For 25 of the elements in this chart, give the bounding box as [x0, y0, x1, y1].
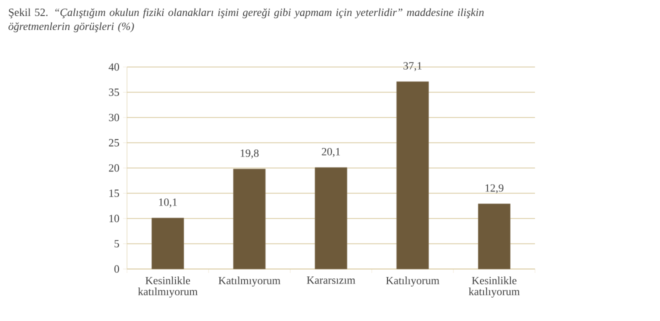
data-label: 20,1	[322, 148, 340, 157]
y-tick-label: 40	[108, 63, 120, 71]
bar	[396, 81, 429, 270]
data-label: 12,9	[486, 184, 504, 194]
y-tick-label: 30	[109, 114, 120, 122]
y-tick-label: 0	[114, 265, 120, 273]
bar	[478, 204, 510, 270]
bar	[152, 218, 184, 270]
bar	[314, 167, 348, 270]
x-tick-label: Kararsızım	[306, 276, 356, 284]
y-tick-label: 10	[109, 214, 120, 222]
y-tick-label: 15	[109, 190, 120, 197]
y-tick-label: 20	[108, 164, 120, 172]
y-tick-label: 5	[114, 240, 120, 248]
chart-title: Şekil 52. “Çalıştığım okulun fiziki olanakları işimi gereği gibi yapmam için yeterlidir” maddesine ilişkin öğretmenlerin görüşleri (%)	[8, 8, 484, 32]
y-tick-label: 25	[108, 139, 120, 146]
data-label: 10,1	[159, 198, 177, 208]
data-label: 37,1	[404, 62, 422, 72]
x-tick-label: Kesinlikle katılmıyorum	[138, 276, 198, 298]
y-tick-label: 35	[109, 88, 120, 96]
x-tick-label: Kesinlikle katılıyorum	[468, 276, 520, 298]
x-tick-label: Katılmıyorum	[218, 276, 280, 287]
x-tick-label: Katılıyorum	[386, 276, 440, 287]
bar	[233, 168, 266, 270]
data-label: 19,8	[240, 149, 259, 158]
